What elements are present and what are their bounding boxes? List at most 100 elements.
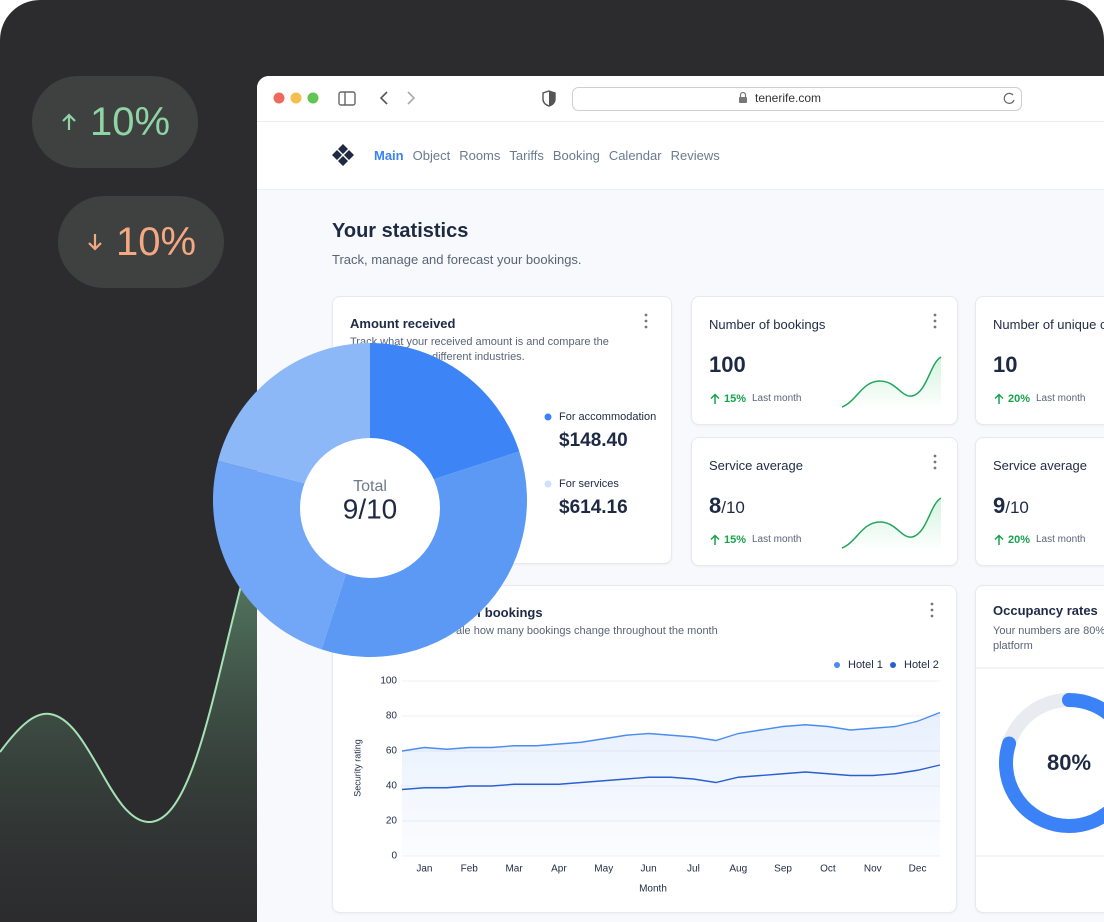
sparkline-area: [842, 498, 941, 550]
arrow-up-icon: [62, 113, 76, 130]
x-tick-label: May: [594, 864, 613, 875]
x-tick-label: Nov: [864, 864, 882, 875]
legend-label: Hotel 2: [904, 659, 939, 671]
arrow-up-icon: [994, 534, 1004, 545]
y-tick-label: 60: [386, 746, 398, 757]
page-subtitle: Track, manage and forecast your bookings…: [332, 252, 582, 267]
nav-list: Main Object Rooms Tariffs Booking Calendar Rev…: [374, 149, 720, 162]
sparkline-line: [841, 356, 942, 408]
item-label: For accommodation: [559, 411, 657, 423]
menu-button[interactable]: [927, 600, 937, 620]
stat-title: Number of unique c: [993, 317, 1104, 332]
legend-dot: [890, 662, 896, 668]
nav-item[interactable]: Main: [374, 148, 404, 163]
arrow-up-icon: [710, 534, 720, 545]
sparkline: [841, 497, 942, 550]
maximize-button[interactable]: [307, 92, 319, 104]
nav-item[interactable]: Calendar: [608, 148, 662, 163]
badge-up: 10%: [32, 76, 198, 168]
card-description: platform: [993, 640, 1033, 652]
nav-item[interactable]: Rooms: [459, 148, 501, 163]
arrow: [710, 393, 720, 404]
forward-button[interactable]: [407, 91, 416, 105]
menu-dot: [933, 313, 937, 317]
stat-period: Last month: [752, 534, 802, 545]
toolbar-icons: tenerife.com: [273, 87, 1022, 111]
nav-item[interactable]: Reviews: [670, 148, 720, 163]
stat-value: 9: [993, 493, 1006, 518]
close-button[interactable]: [273, 92, 285, 104]
nav-item[interactable]: Tariffs: [509, 148, 544, 163]
legend-dot: [834, 662, 840, 668]
x-tick-label: Aug: [729, 864, 747, 875]
stat-period: Last month: [1036, 393, 1086, 404]
arrow: [994, 534, 1004, 545]
card-description: Track what your received amount is and c…: [350, 336, 609, 348]
stat-card: Number of unique c 10 20% Last month: [975, 296, 1104, 425]
menu-button[interactable]: [930, 311, 940, 331]
donut-arc: [999, 693, 1104, 833]
menu-dot: [933, 460, 937, 464]
y-tick-label: 40: [386, 781, 398, 792]
sidebar-button[interactable]: [338, 91, 356, 106]
stat-value: 100: [709, 352, 746, 377]
sparkline-line: [841, 497, 942, 549]
x-tick-label: Jul: [687, 864, 700, 875]
x-tick-label: Dec: [909, 864, 927, 875]
nav-item[interactable]: Object: [412, 148, 451, 163]
stat-title: Service average: [709, 458, 803, 473]
x-tick-label: Sep: [774, 864, 792, 875]
reload-button[interactable]: [1003, 92, 1015, 104]
menu-dot: [933, 319, 937, 323]
stat-value: 10: [993, 352, 1018, 377]
stat-card: Number of bookings 100 15% Last month: [691, 296, 958, 425]
sparkline-area: [842, 357, 941, 409]
x-axis-label: Month: [639, 884, 667, 895]
donut-label: 80%: [1047, 750, 1091, 775]
stat-change: 20%: [1008, 393, 1031, 405]
badge-text: 10%: [116, 220, 197, 264]
stat-change: 15%: [724, 534, 747, 546]
menu-dot: [930, 608, 934, 612]
menu-dot: [930, 614, 934, 618]
arrow: [994, 393, 1004, 404]
x-tick-label: Jan: [416, 864, 432, 875]
menu-button[interactable]: [930, 452, 940, 472]
arrow-up-icon: [710, 393, 720, 404]
stat-change: 20%: [1008, 534, 1031, 546]
logo[interactable]: [331, 143, 355, 167]
x-tick-label: Mar: [505, 864, 523, 875]
y-tick-label: 80: [386, 711, 398, 722]
stat-value: 8: [709, 493, 722, 518]
arrow-up-icon: [994, 393, 1004, 404]
url-bar[interactable]: [572, 87, 1022, 111]
item-value: $614.16: [559, 497, 628, 518]
pie-center-label: Total: [353, 478, 387, 495]
back-button[interactable]: [379, 91, 388, 105]
url-text: tenerife.com: [755, 91, 821, 105]
nav-item[interactable]: Booking: [552, 148, 600, 163]
card-description: Your numbers are 80%: [993, 625, 1104, 637]
y-tick-label: 0: [391, 851, 397, 862]
y-tick-label: 100: [380, 676, 397, 687]
lock-icon: [739, 91, 747, 103]
line-chart: 0 20 40 60 80 100 Jan Feb Mar Apr May Jun Jul Aug Sep O…: [352, 659, 941, 895]
item-label: For services: [559, 478, 619, 490]
chart-subtitle: ale how many bookings change throughout …: [456, 625, 718, 637]
menu-dot: [933, 466, 937, 470]
stat-suffix: /10: [1005, 498, 1029, 517]
badge-text: 10%: [90, 100, 171, 144]
arrow-down-icon: [88, 234, 102, 251]
donut-chart: 80%: [976, 667, 1104, 857]
x-tick-label: Apr: [551, 864, 567, 875]
legend-label: Hotel 1: [848, 659, 883, 671]
minimize-button[interactable]: [290, 92, 302, 104]
decor-line: [0, 519, 261, 824]
menu-dot: [930, 602, 934, 606]
stat-title: Service average: [993, 458, 1087, 473]
decor-area: [0, 520, 260, 922]
menu-button[interactable]: [633, 311, 663, 333]
